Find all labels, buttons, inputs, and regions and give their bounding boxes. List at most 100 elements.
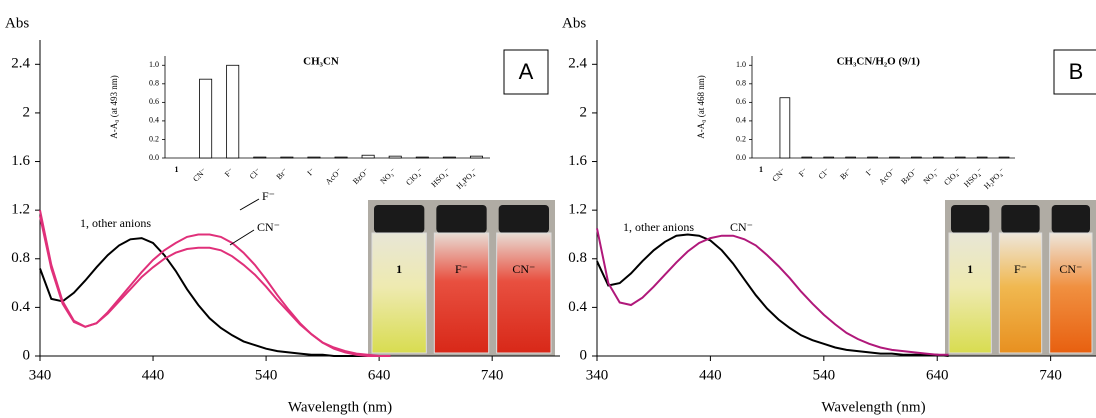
inset-x-tick-label: AcO⁻ (324, 166, 344, 186)
inset-x-tick-label: F⁻ (797, 166, 810, 179)
inset-x-tick-label: BzO⁻ (899, 166, 919, 186)
spectrum-line (39, 237, 391, 357)
spectrum-line (39, 215, 391, 357)
inset-x-tick-label: I⁻ (305, 166, 316, 177)
vial-cap (436, 205, 487, 233)
x-tick-label: 440 (142, 367, 165, 383)
y-tick-label: 2 (23, 104, 31, 120)
spectrum-line (39, 209, 391, 357)
inset-bar (415, 156, 429, 159)
inset-bar (361, 154, 375, 159)
inset-y-title: A-A₀ (at 468 nm) (696, 75, 706, 138)
x-tick-label: 440 (699, 367, 722, 383)
vial (1049, 232, 1093, 354)
x-tick-label: 740 (481, 367, 504, 383)
inset-x-tick-label: H₂PO₄⁻ (455, 166, 480, 191)
y-tick-label: 2 (580, 104, 588, 120)
inset-bar (976, 156, 988, 159)
inset-title: CH₃CN (303, 56, 339, 68)
inset-y-tick-label: 0.4 (736, 116, 746, 125)
vial-cap (951, 205, 990, 233)
inset-x-tick-label: 1 (759, 165, 763, 174)
vial-cap (498, 205, 549, 233)
inset-x-tick-label: Br⁻ (838, 166, 853, 181)
inset-y-tick-label: 1.0 (149, 60, 159, 69)
inset-x-tick-label: CN⁻ (770, 166, 787, 183)
inset-x-tick-label: NO₃⁻ (378, 166, 398, 186)
inset-bar (469, 155, 483, 159)
photo-label: F⁻ (1014, 262, 1027, 276)
photo-label: F⁻ (455, 262, 468, 276)
y-tick-label: 1.6 (11, 153, 30, 169)
inset-x-tick-label: Cl⁻ (817, 166, 832, 181)
inset-y-tick-label: 0.2 (736, 134, 746, 143)
inset-x-tick-label: F⁻ (223, 166, 236, 179)
inset-x-tick-label: Cl⁻ (248, 166, 263, 181)
curve-label: 1, other anions (80, 216, 151, 230)
inset-bar (998, 156, 1010, 159)
inset-y-tick-label: 0.6 (736, 97, 746, 106)
vial-cap (374, 205, 425, 233)
photo-label: CN⁻ (512, 262, 535, 276)
photo-label: CN⁻ (1059, 262, 1082, 276)
inset-bar (253, 156, 267, 159)
photo-label: 1 (967, 262, 973, 276)
inset-x-tick-label: ClO₄⁻ (942, 166, 963, 187)
spectrum-line (596, 228, 949, 356)
x-tick-label: 640 (926, 367, 949, 383)
y-axis-title: Abs (562, 15, 586, 31)
inset-y-tick-label: 0.2 (149, 134, 159, 143)
inset-x-tick-label: CN⁻ (191, 166, 208, 183)
inset-bar (442, 156, 456, 159)
inset-bar (307, 156, 321, 159)
vial (496, 232, 552, 354)
inset-x-tick-label: H₂PO₄⁻ (982, 166, 1007, 191)
spectrum-line (596, 233, 949, 357)
x-axis-title: Wavelength (nm) (821, 399, 925, 415)
y-tick-label: 2.4 (568, 56, 587, 72)
inset-x-tick-label: ClO₄⁻ (404, 166, 425, 187)
x-tick-label: 640 (368, 367, 391, 383)
inset-x-tick-label: AcO⁻ (877, 166, 897, 186)
vial-cap (1051, 205, 1090, 233)
curve-label-arrow (239, 198, 260, 211)
inset-y-tick-label: 1.0 (736, 60, 746, 69)
inset-y-tick-label: 0.0 (149, 153, 159, 162)
inset-bar (889, 156, 900, 159)
x-tick-label: 340 (29, 367, 52, 383)
inset-bar (334, 156, 348, 159)
vial (948, 232, 992, 354)
x-tick-label: 340 (586, 367, 609, 383)
y-tick-label: 1.6 (568, 153, 587, 169)
inset-x-tick-label: NO₃⁻ (921, 166, 941, 186)
inset-x-tick-label: HSO₄⁻ (429, 166, 452, 189)
photo-label: 1 (396, 262, 402, 276)
panel-label-box (1053, 49, 1096, 95)
panel-label: A (519, 59, 534, 84)
inset-bar (867, 156, 878, 159)
inset-x-tick-label: I⁻ (864, 166, 875, 177)
inset-bar (845, 156, 856, 159)
inset-x-tick-label: 1 (175, 165, 179, 174)
inset-bar (932, 156, 944, 159)
y-tick-label: 1.2 (11, 202, 30, 218)
curve-label-arrow (229, 229, 255, 246)
x-axis-title: Wavelength (nm) (288, 399, 392, 415)
inset-bar (388, 155, 402, 159)
inset-bar (280, 156, 294, 159)
inset-bar (911, 156, 922, 159)
vial-cap (1001, 205, 1040, 233)
y-tick-label: 0.4 (568, 299, 587, 315)
vial (998, 232, 1043, 354)
inset-y-tick-label: 0.8 (149, 79, 159, 88)
curve-label: CN⁻ (257, 220, 280, 234)
inset-y-tick-label: 0.4 (149, 116, 159, 125)
y-tick-label: 0.8 (568, 250, 587, 266)
inset-y-title: A-A₀ (at 493 nm) (109, 75, 119, 138)
y-tick-label: 1.2 (568, 202, 587, 218)
inset-y-tick-label: 0.6 (149, 97, 159, 106)
inset-x-tick-label: HSO₄⁻ (962, 166, 985, 189)
curve-label: CN⁻ (730, 220, 753, 234)
x-tick-label: 740 (1039, 367, 1062, 383)
